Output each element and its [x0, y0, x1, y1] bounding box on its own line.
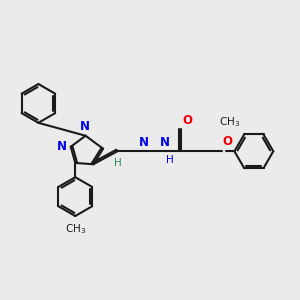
Text: N: N	[57, 140, 67, 153]
Text: O: O	[223, 135, 233, 148]
Text: CH$_3$: CH$_3$	[64, 222, 86, 236]
Text: O: O	[183, 114, 193, 127]
Text: H: H	[114, 158, 122, 168]
Text: N: N	[80, 120, 90, 133]
Text: H: H	[166, 155, 174, 165]
Text: N: N	[139, 136, 149, 149]
Text: CH$_3$: CH$_3$	[219, 116, 240, 129]
Text: N: N	[159, 136, 170, 149]
